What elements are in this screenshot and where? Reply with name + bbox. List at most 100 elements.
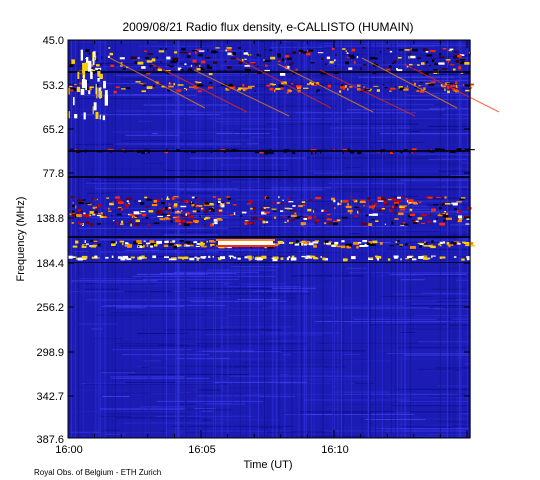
emission-pixel <box>457 55 462 58</box>
vertical-column <box>382 40 383 438</box>
noise-streak <box>157 133 217 135</box>
emission-pixel <box>300 241 305 244</box>
emission-pixel <box>107 55 110 58</box>
emission-pixel <box>425 242 428 245</box>
noise-streak <box>157 41 242 43</box>
dark-stripe <box>68 236 470 238</box>
emission-pixel <box>458 215 463 219</box>
emission-pixel <box>178 244 182 247</box>
emission-pixel <box>150 244 154 248</box>
emission-pixel <box>266 84 271 87</box>
noise-streak <box>361 181 451 183</box>
emission-pixel <box>447 244 454 246</box>
emission-pixel <box>210 204 215 206</box>
emission-pixel <box>247 255 252 259</box>
emission-pixel <box>457 242 461 245</box>
emission-pixel <box>172 240 176 243</box>
emission-pixel <box>178 203 180 206</box>
emission-pixel <box>333 199 336 203</box>
emission-pixel <box>98 257 100 259</box>
noise-streak <box>160 231 278 233</box>
emission-pixel <box>299 215 304 217</box>
emission-pixel <box>152 255 157 259</box>
noise-streak <box>69 281 201 283</box>
emission-pixel <box>153 84 155 88</box>
emission-pixel <box>251 85 255 88</box>
noise-streak <box>280 105 337 107</box>
y-tick-label: 77.8 <box>43 168 64 180</box>
noise-streak <box>403 354 470 356</box>
noise-streak <box>378 98 470 100</box>
emission-pixel <box>373 205 376 207</box>
emission-pixel <box>81 245 87 248</box>
emission-pixel <box>428 83 435 86</box>
noise-streak <box>328 182 405 184</box>
emission-pixel <box>176 59 178 63</box>
emission-pixel <box>203 211 207 213</box>
emission-pixel <box>407 203 410 205</box>
noise-streak <box>449 224 470 226</box>
emission-pixel <box>465 244 470 247</box>
emission-pixel <box>413 203 417 205</box>
noise-streak <box>126 149 196 151</box>
vertical-column <box>375 40 376 438</box>
emission-pixel <box>212 256 214 258</box>
emission-pixel <box>399 87 404 91</box>
noise-streak <box>220 326 294 328</box>
emission-pixel <box>358 242 362 244</box>
emission-pixel <box>290 209 292 212</box>
emission-pixel <box>148 210 154 213</box>
noise-streak <box>164 170 289 172</box>
emission-pixel <box>276 201 281 204</box>
emission-pixel <box>120 223 124 226</box>
emission-pixel <box>452 68 456 71</box>
noise-streak <box>414 69 470 71</box>
noise-streak <box>283 412 371 414</box>
vertical-column <box>199 40 201 438</box>
emission-pixel <box>469 83 474 86</box>
emission-pixel <box>97 223 101 225</box>
vertical-column <box>303 40 305 438</box>
emission-pixel <box>241 211 247 214</box>
emission-pixel <box>370 56 376 60</box>
noise-streak <box>344 205 429 207</box>
emission-pixel <box>306 52 311 56</box>
y-tick-labels: 45.0 53.2 65.2 77.8 138.8 184.4 256.2 29… <box>36 35 64 446</box>
emission-pixel <box>157 210 163 213</box>
emission-pixel <box>97 71 101 77</box>
emission-pixel <box>448 61 450 64</box>
emission-pixel <box>342 87 346 90</box>
emission-pixel <box>278 196 280 199</box>
emission-pixel <box>91 69 95 73</box>
noise-streak <box>369 324 470 326</box>
x-tick-labels: 16:00 16:05 16:10 <box>55 444 349 456</box>
emission-pixel <box>408 199 414 203</box>
emission-pixel <box>168 216 173 219</box>
emission-pixel <box>396 69 403 72</box>
noise-streak <box>102 66 191 67</box>
emission-pixel <box>82 244 87 246</box>
emission-pixel <box>146 242 151 245</box>
emission-pixel <box>427 221 432 223</box>
emission-pixel <box>360 199 365 201</box>
emission-pixel <box>353 241 359 245</box>
emission-pixel <box>144 56 150 60</box>
noise-streak <box>244 393 386 395</box>
emission-pixel <box>242 83 245 87</box>
emission-pixel <box>333 220 339 223</box>
emission-pixel <box>325 63 327 65</box>
emission-pixel <box>238 87 243 90</box>
emission-pixel <box>259 151 265 154</box>
emission-pixel <box>80 88 85 95</box>
emission-pixel <box>92 106 94 114</box>
noise-streak <box>381 296 432 297</box>
noise-streak <box>339 124 410 126</box>
noise-streak <box>282 354 292 356</box>
emission-pixel <box>451 202 455 205</box>
emission-pixel <box>393 60 397 64</box>
emission-pixel <box>212 196 216 198</box>
emission-pixel <box>68 255 73 259</box>
emission-pixel <box>216 213 222 215</box>
emission-pixel <box>87 203 92 206</box>
emission-pixel <box>323 258 328 261</box>
